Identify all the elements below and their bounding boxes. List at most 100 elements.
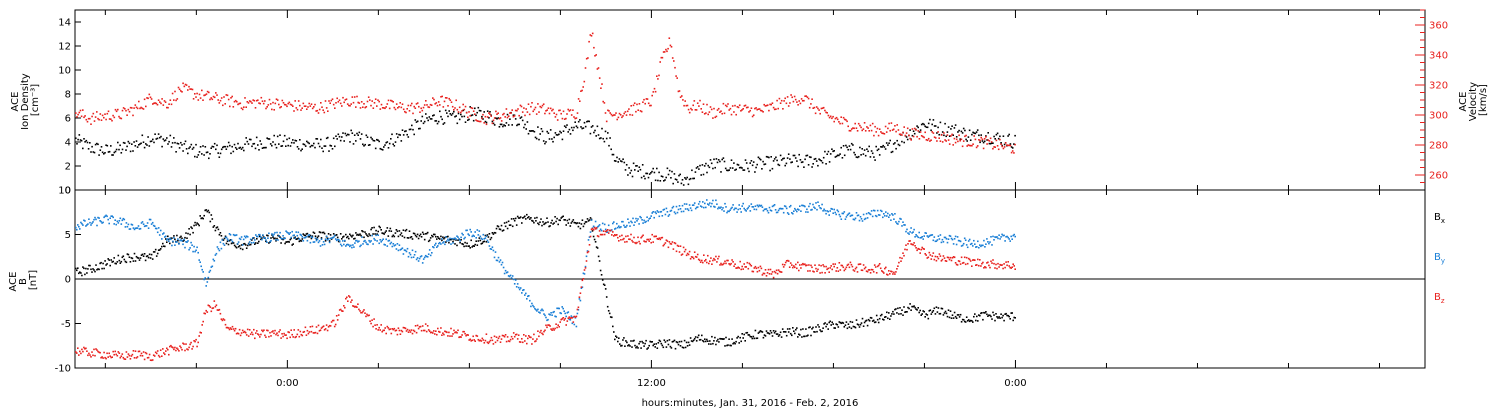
data-point xyxy=(584,125,587,128)
data-point xyxy=(287,331,289,333)
data-point xyxy=(429,237,432,239)
data-point xyxy=(771,167,774,170)
data-point xyxy=(962,261,965,264)
data-point xyxy=(811,208,813,211)
data-point xyxy=(652,167,654,170)
data-point xyxy=(352,305,354,307)
data-point xyxy=(930,139,932,141)
data-point xyxy=(369,320,371,322)
data-point xyxy=(416,257,419,259)
data-point xyxy=(897,143,900,146)
data-point xyxy=(968,238,971,241)
data-point xyxy=(448,110,450,112)
data-point xyxy=(506,113,509,116)
data-point xyxy=(558,219,560,221)
data-point xyxy=(819,272,821,274)
data-point xyxy=(246,244,249,247)
data-point xyxy=(666,50,668,53)
data-point xyxy=(819,159,821,161)
data-point xyxy=(304,236,307,239)
data-point xyxy=(81,348,83,351)
data-point xyxy=(169,242,171,245)
data-point xyxy=(241,248,244,251)
data-point xyxy=(546,319,548,322)
data-point xyxy=(193,224,195,227)
data-point xyxy=(314,146,316,149)
data-point xyxy=(886,273,888,276)
data-point xyxy=(617,116,620,119)
data-point xyxy=(192,146,195,149)
data-point xyxy=(282,102,285,104)
data-point xyxy=(256,330,258,332)
data-point xyxy=(841,212,844,215)
data-point xyxy=(105,214,107,217)
data-point xyxy=(552,327,554,330)
data-point xyxy=(505,122,508,124)
data-point xyxy=(294,100,296,102)
data-point xyxy=(274,237,276,240)
data-point xyxy=(716,261,718,263)
data-point xyxy=(677,245,680,247)
data-point xyxy=(329,325,332,327)
data-point xyxy=(583,273,586,275)
data-point xyxy=(428,106,431,109)
data-point xyxy=(216,226,219,228)
data-point xyxy=(844,268,847,270)
data-point xyxy=(338,135,341,138)
data-point xyxy=(770,156,772,158)
data-point xyxy=(611,153,614,156)
data-point xyxy=(437,327,439,330)
data-point xyxy=(981,262,983,265)
data-point xyxy=(163,140,166,142)
data-point xyxy=(671,170,673,173)
data-point xyxy=(368,233,370,235)
data-point xyxy=(512,115,515,118)
data-point xyxy=(744,266,746,268)
data-point xyxy=(977,240,979,243)
data-point xyxy=(269,143,272,145)
data-point xyxy=(283,237,285,240)
data-point xyxy=(667,343,670,346)
data-point xyxy=(210,147,212,149)
data-point xyxy=(752,270,755,273)
data-point xyxy=(650,341,652,343)
data-point xyxy=(604,228,607,231)
data-point xyxy=(476,229,479,231)
data-point xyxy=(874,125,876,128)
data-point xyxy=(919,131,922,133)
data-point xyxy=(319,245,322,247)
data-point xyxy=(481,115,483,118)
data-point xyxy=(696,166,699,168)
data-point xyxy=(669,44,672,47)
data-point xyxy=(482,113,484,116)
data-point xyxy=(97,117,99,120)
data-point xyxy=(572,316,575,318)
data-point xyxy=(887,212,889,215)
data-point xyxy=(241,244,244,246)
data-point xyxy=(493,124,496,126)
data-point xyxy=(966,320,969,322)
data-point xyxy=(138,259,141,261)
data-point xyxy=(656,167,658,170)
data-point xyxy=(84,348,86,350)
data-point xyxy=(549,314,551,316)
data-point xyxy=(101,151,104,154)
data-point xyxy=(189,88,191,90)
data-point xyxy=(333,325,336,328)
data-point xyxy=(657,342,660,344)
data-point xyxy=(938,253,941,255)
data-point xyxy=(673,173,676,175)
data-point xyxy=(438,237,440,240)
data-point xyxy=(913,242,915,244)
data-point xyxy=(720,262,722,265)
data-point xyxy=(674,66,676,69)
data-point xyxy=(665,239,668,241)
data-point xyxy=(803,166,805,168)
data-point xyxy=(238,237,241,240)
data-point xyxy=(756,337,759,339)
data-point xyxy=(661,344,664,347)
data-point xyxy=(748,170,750,173)
data-point xyxy=(898,133,901,136)
data-point xyxy=(532,338,534,340)
data-point xyxy=(156,350,159,352)
